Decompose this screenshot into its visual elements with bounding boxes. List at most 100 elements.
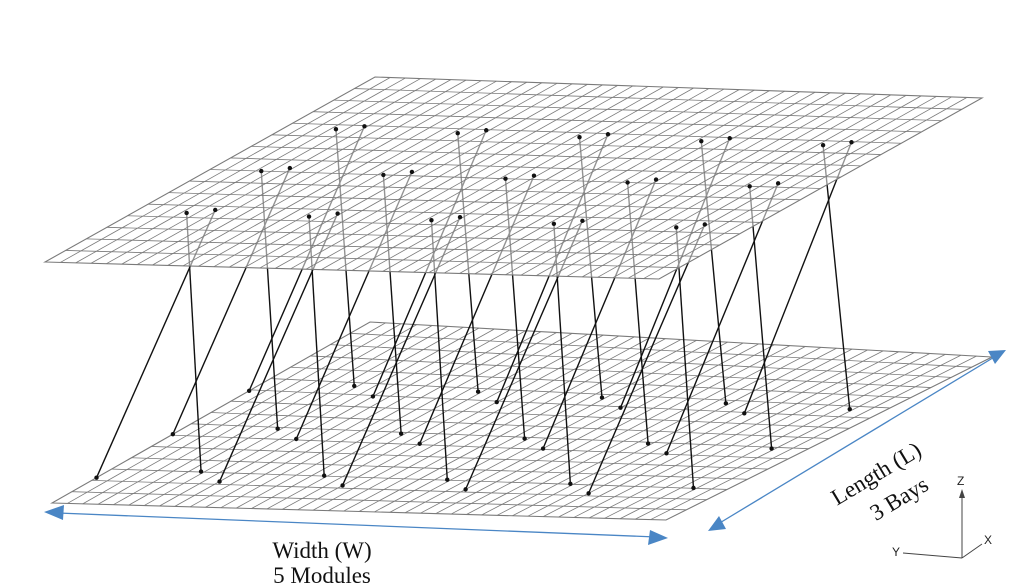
mesh-line	[350, 332, 972, 368]
mesh-line	[148, 203, 760, 223]
tendon-anchor	[586, 491, 591, 496]
tendon-top-node	[455, 131, 460, 136]
tendon-anchor	[417, 441, 422, 446]
tendon-top-node	[551, 221, 557, 227]
z-arrowhead	[959, 489, 965, 498]
mesh-line	[270, 378, 891, 409]
tendon-anchor	[691, 485, 696, 491]
tendon-anchor	[645, 441, 651, 446]
mesh-line	[209, 169, 821, 189]
mesh-line	[271, 134, 882, 155]
mesh-line	[65, 250, 680, 269]
tendon-top-node	[429, 217, 434, 223]
tendon-anchor	[352, 383, 357, 389]
tendon-top-node	[653, 177, 659, 182]
tendon-top-node	[306, 214, 312, 219]
tendon-top-node	[381, 172, 386, 178]
tendon-anchor	[568, 481, 573, 487]
platform-outline	[42, 76, 984, 280]
mesh-line	[230, 400, 850, 429]
mesh-line	[131, 457, 748, 480]
mesh-line	[230, 157, 841, 178]
tendon-anchor	[275, 426, 280, 431]
mesh-line	[292, 122, 902, 144]
tendon-anchor	[723, 401, 729, 406]
tendon-anchor	[294, 436, 299, 442]
mesh-line	[191, 423, 809, 450]
tendon-top-node	[580, 218, 585, 224]
mesh-line	[354, 88, 962, 110]
tendon-top-node	[727, 136, 732, 141]
mesh-line	[91, 479, 707, 501]
tendon-anchor	[769, 446, 774, 451]
tendon-anchor	[398, 431, 404, 436]
tendon-anchor	[463, 487, 468, 492]
mesh-line	[71, 491, 687, 511]
tendon-anchor	[540, 446, 546, 451]
tendon-top-node	[577, 135, 582, 140]
tendon	[665, 183, 779, 454]
tendon	[822, 145, 851, 410]
tendon-anchor	[847, 406, 852, 412]
mesh-line	[189, 180, 801, 201]
mesh-line	[330, 344, 952, 378]
tendon-anchor	[94, 475, 99, 480]
tendon-anchor	[321, 473, 327, 478]
tendon-anchor	[494, 399, 499, 405]
mesh-line	[313, 111, 922, 133]
tendon-anchor	[475, 389, 481, 394]
tendon-top-node	[333, 127, 339, 132]
tendon	[743, 141, 853, 414]
tendon-anchor	[445, 477, 450, 482]
tendon-top-node	[699, 138, 704, 144]
mesh-line	[210, 412, 830, 439]
tendon-top-node	[531, 173, 537, 178]
tendon-top-node	[335, 211, 340, 216]
mesh-line	[86, 238, 700, 257]
mesh-line	[251, 145, 861, 167]
tendon-top-node	[674, 225, 679, 230]
tendon-top-node	[259, 168, 264, 174]
tendon-top-node	[484, 128, 489, 133]
tendon-top-node	[409, 169, 415, 175]
mesh-line	[111, 468, 728, 490]
mesh-line	[168, 192, 781, 212]
tendon-anchor	[599, 395, 605, 400]
tendon-top-node	[287, 165, 293, 171]
mesh-line	[171, 434, 789, 460]
y-axis-label: Y	[892, 545, 900, 559]
mesh-line	[106, 226, 720, 246]
z-axis-label: Z	[957, 474, 964, 488]
tendon-top-node	[820, 142, 826, 148]
width-label: Width (W)	[272, 538, 371, 563]
tendon-top-node	[775, 181, 781, 186]
tendon-anchor	[340, 483, 345, 488]
tendon-anchor	[370, 394, 376, 399]
tendon-anchor	[618, 405, 623, 410]
tendon	[587, 224, 706, 494]
tendon-top-node	[702, 222, 707, 227]
x-axis	[961, 543, 983, 559]
tendon	[748, 186, 773, 449]
bottom-platform-mesh	[50, 321, 995, 521]
tendon-anchor	[522, 436, 527, 441]
mesh-line	[151, 446, 768, 470]
width-dimension-arrow	[44, 505, 668, 545]
mesh-line	[250, 389, 870, 419]
width-modules-label: 5 Modules	[273, 563, 371, 587]
tendon-top-node	[605, 132, 611, 137]
top-platform-mesh	[42, 76, 984, 280]
tendon-top-node	[457, 214, 463, 220]
tendon-anchor	[217, 479, 222, 484]
tendon-top-node	[625, 180, 630, 185]
tendon-top-node	[747, 184, 752, 189]
tendon-anchor	[198, 469, 204, 474]
tendon-anchor	[170, 432, 176, 437]
y-axis	[902, 552, 963, 559]
tendon-top-node	[184, 210, 189, 216]
tendon-anchor	[664, 451, 669, 456]
axis-triad: Z X Y	[892, 474, 992, 559]
x-axis-label: X	[984, 533, 992, 547]
tendon-anchor	[246, 388, 252, 393]
